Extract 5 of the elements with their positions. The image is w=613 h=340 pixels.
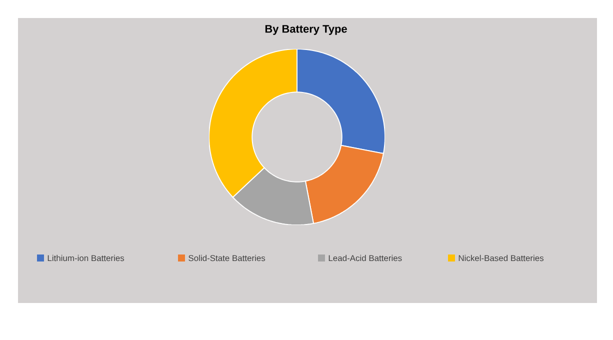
chart-title: By Battery Type: [265, 25, 347, 35]
legend-label: Lithium-ion Batteries: [48, 254, 124, 262]
legend-label: Solid-State Batteries: [188, 254, 266, 262]
legend-label: Lead-Acid Batteries: [328, 254, 402, 262]
legend-label: Nickel-Based Batteries: [458, 254, 544, 262]
